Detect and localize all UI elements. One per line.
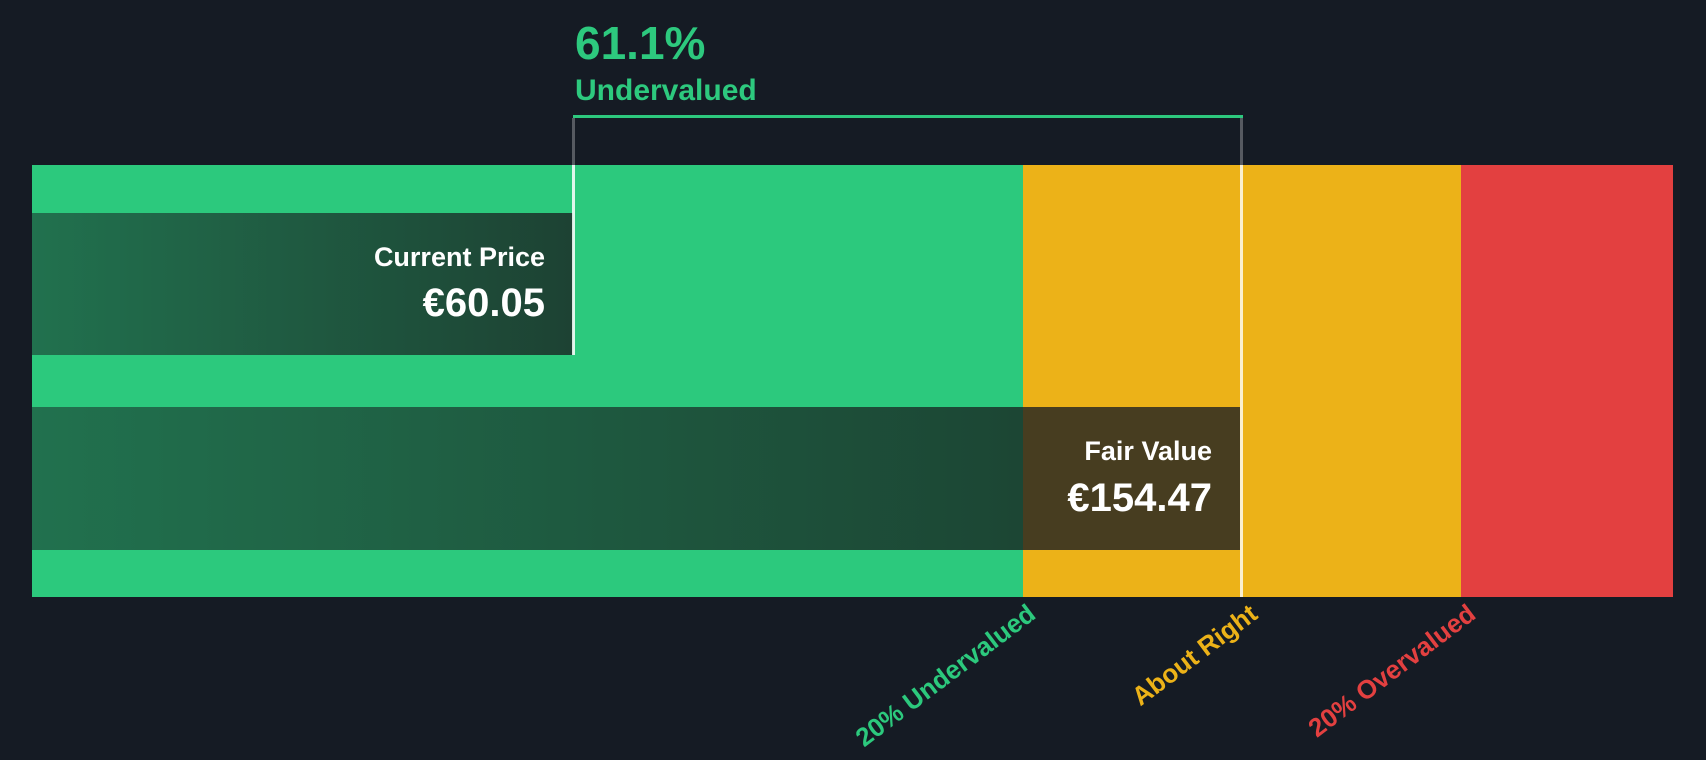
current-price-value: €60.05 [422, 281, 545, 326]
discount-label: Undervalued [575, 74, 757, 107]
current-price-marker-line-upper [572, 118, 575, 165]
fair-value-marker-line-upper [1240, 118, 1243, 165]
discount-percentage: 61.1% [575, 17, 706, 69]
axis-label-20pct-undervalued: 20% Undervalued [849, 598, 1042, 753]
fair-value-label: Fair Value [1084, 436, 1212, 467]
axis-label-about-right: About Right [1126, 598, 1264, 712]
current-price-marker-line [572, 165, 575, 355]
overvalued-zone [1461, 165, 1673, 597]
axis-label-20pct-overvalued: 20% Overvalued [1302, 598, 1482, 743]
current-price-label: Current Price [373, 241, 545, 272]
discount-annotation: 61.1% Undervalued [575, 20, 757, 107]
current-price-bar: Current Price €60.05 [32, 213, 573, 355]
fair-value-value: €154.47 [1067, 475, 1212, 520]
discount-bracket-line [573, 115, 1243, 118]
fair-value-marker-line [1240, 165, 1243, 597]
fair-value-bar: Fair Value €154.47 [32, 407, 1240, 550]
